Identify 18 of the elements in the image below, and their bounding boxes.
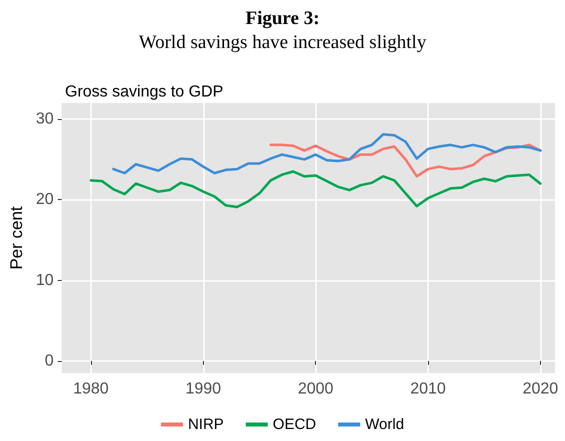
- y-tick-label: 10: [36, 272, 54, 289]
- x-tick-label: 1990: [185, 380, 222, 398]
- y-axis-title: Per cent: [7, 206, 26, 270]
- chart-subtitle: World savings have increased slightly: [138, 32, 427, 53]
- legend-label: NIRP: [188, 416, 224, 433]
- y-tick-label: 30: [36, 110, 54, 128]
- x-tick-label: 2000: [298, 380, 334, 398]
- line-series: [90, 170, 542, 208]
- y-tick-label: 20: [36, 191, 54, 208]
- legend-label: World: [365, 416, 404, 433]
- text: Gross savings to GDP: [65, 84, 224, 100]
- legend-label: OECD: [272, 416, 316, 433]
- x-tick-label: 1980: [73, 380, 109, 398]
- chart-title: Figure 3:: [245, 8, 320, 29]
- x-tick-label: 2010: [410, 380, 446, 398]
- line-series: [112, 133, 542, 174]
- x-tick-label: 2020: [522, 380, 558, 398]
- y-tick-label: 0: [44, 352, 54, 370]
